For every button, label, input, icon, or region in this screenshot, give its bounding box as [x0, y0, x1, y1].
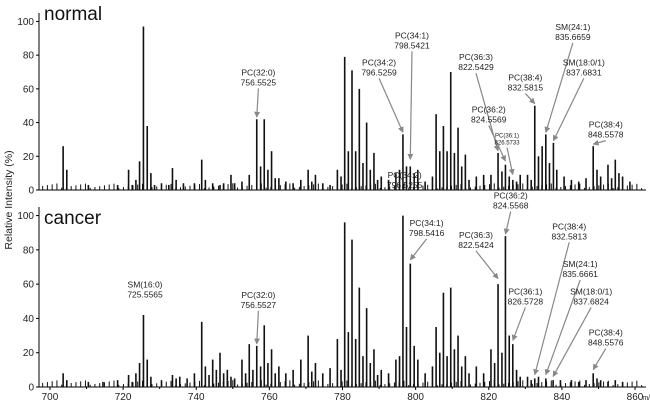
annotation-arrow	[254, 310, 261, 345]
annotation-arrow	[592, 139, 606, 146]
peak-annotation-mz: 835.6659	[555, 32, 591, 42]
peak-annotation-mz: 798.5416	[409, 228, 445, 238]
peak-annotation-name: SM(18:0/1)	[570, 286, 612, 296]
peak-annotation-name: PC(36:2)	[494, 190, 528, 200]
annotation-arrow	[533, 242, 570, 376]
y-tick-label: 40	[23, 314, 35, 325]
peak-annotation-mz: 725.5561	[127, 0, 163, 1]
peak-annotation-name: PC(38:4)	[552, 221, 586, 231]
y-tick-label: 20	[23, 152, 35, 163]
panel-normal: 020406080100normalSM(16:0)725.5561PC(32:…	[17, 0, 646, 197]
peak-annotation-name: SM(24:1)	[563, 259, 598, 269]
panel-cancer: 0 20 40 60 80 100 cancer SM(16:0)725.5565 PC(32:…	[17, 170, 646, 394]
peak-annotation-name: SM(24:1)	[555, 22, 590, 32]
annotation-arrow	[552, 307, 592, 377]
peak-annotation-name: PC(38:4)	[589, 328, 623, 338]
peak-annotation-mz: 796.5259	[361, 67, 397, 77]
y-tick-label: 80	[23, 245, 35, 256]
peak-annotation-mz: 826.5733	[495, 141, 521, 147]
x-tick-label: 740	[188, 392, 205, 401]
x-unit-label: m/z	[642, 395, 650, 401]
annotation-arrow	[407, 51, 414, 160]
peak-annotation-mz: 837.6824	[573, 296, 609, 306]
x-tick-label: 820	[480, 392, 497, 401]
peak-annotation-name: PC(36:1)	[495, 134, 519, 140]
annotation-arrow	[475, 250, 499, 280]
peak-annotation-mz: 725.5565	[127, 290, 163, 300]
peak-annotation-mz: 848.5576	[588, 338, 624, 348]
x-tick-label: 840	[554, 392, 571, 401]
peak-annotation-name: SM(16:0)	[128, 280, 163, 290]
panel-title: normal	[44, 4, 102, 25]
x-tick-label: 800	[407, 392, 424, 401]
peak-annotation-mz: 826.5728	[508, 296, 544, 306]
peak-annotation-mz: 832.5815	[508, 82, 544, 92]
x-tick-label: 760	[261, 392, 278, 401]
x-tick-label: 720	[115, 392, 132, 401]
peak-annotation-name: PC(34:2)	[388, 170, 422, 180]
peak-annotation-mz: 848.5578	[588, 130, 624, 140]
peak-annotation-name: PC(36:2)	[472, 104, 506, 114]
y-axis-label: Relative Intensity (%)	[3, 150, 15, 249]
peak-annotation-name: PC(36:1)	[508, 286, 542, 296]
annotation-arrow	[503, 211, 512, 235]
y-tick-label: 0	[28, 383, 34, 394]
y-tick-label: 80	[23, 51, 35, 62]
x-tick-label: 780	[334, 392, 351, 401]
y-tick-label: 100	[17, 211, 34, 222]
x-tick-label: 700	[42, 392, 59, 401]
annotation-arrow	[552, 77, 585, 142]
annotation-arrow	[511, 307, 526, 341]
y-tick-label: 20	[23, 348, 35, 359]
annotation-arrow	[524, 93, 536, 105]
y-tick-label: 40	[23, 118, 35, 129]
peak-annotation-name: PC(34:2)	[362, 57, 396, 67]
peak-annotation-mz: 756.5527	[241, 300, 277, 310]
annotation-arrow	[544, 42, 574, 133]
peak-annotation-name: PC(38:4)	[508, 72, 542, 82]
peak-annotation-mz: 837.6831	[566, 67, 602, 77]
peak-annotation-mz: 796.5255	[387, 180, 423, 190]
peak-annotation-name: PC(32:0)	[241, 290, 275, 300]
peak-annotation-name: PC(32:0)	[241, 67, 275, 77]
annotation-arrow	[544, 279, 581, 376]
annotation-arrow	[592, 348, 607, 371]
y-tick-label: 60	[23, 84, 35, 95]
peak-annotation-mz: 756.5525	[241, 77, 277, 87]
y-tick-label: 60	[23, 280, 35, 291]
peak-annotation-name: PC(34:1)	[395, 30, 429, 40]
peak-annotation-mz: 798.5421	[394, 40, 430, 50]
peak-annotation-mz: 824.5569	[471, 114, 507, 124]
annotation-arrow	[409, 238, 428, 261]
y-tick-label: 0	[28, 186, 34, 197]
peak-annotation-name: PC(34:1)	[410, 218, 444, 228]
peak-annotation-mz: 822.5429	[458, 62, 494, 72]
annotation-arrow	[488, 125, 506, 162]
panel-title: cancer	[44, 208, 102, 229]
peak-annotation-name: PC(36:3)	[459, 52, 493, 62]
annotation-arrow	[254, 88, 261, 118]
peak-annotation-mz: 835.6661	[562, 269, 598, 279]
peak-annotation-name: PC(38:4)	[589, 120, 623, 130]
peak-annotation-name: SM(18:0/1)	[563, 57, 605, 67]
peak-annotation-mz: 822.5424	[458, 240, 494, 250]
annotation-arrow	[506, 147, 515, 176]
peak-annotation-mz: 824.5568	[493, 200, 529, 210]
peak-annotation-mz: 832.5813	[551, 231, 587, 241]
annotation-arrow	[378, 78, 404, 133]
peak-annotation-name: PC(36:3)	[459, 230, 493, 240]
y-tick-label: 100	[17, 17, 34, 28]
x-tick-label: 860	[627, 392, 644, 401]
